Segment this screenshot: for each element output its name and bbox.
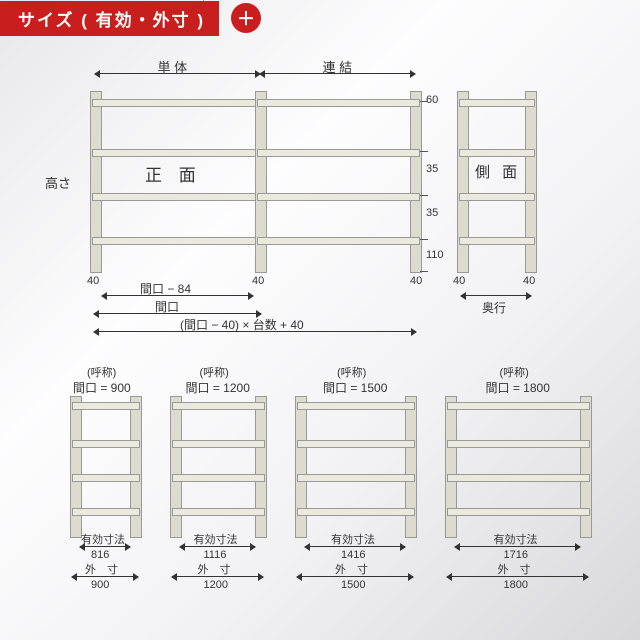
variant-nominal: (呼称)	[337, 364, 366, 380]
rack-shelf	[447, 474, 590, 482]
label-eff: 有効寸法	[331, 531, 375, 547]
label-eff: 有効寸法	[494, 531, 538, 547]
rack-post	[70, 396, 82, 538]
gap-mid1: 35	[426, 163, 438, 175]
label-out: 外 寸	[85, 561, 118, 577]
diagram-canvas: 単 体 連 結高さ 正 面 60 35 35 110 40 40 40 間口 − 84間口(間口 −…	[0, 36, 640, 640]
rack-shelf	[72, 440, 140, 448]
val-eff: 1716	[504, 549, 528, 561]
rack-shelf	[459, 193, 535, 201]
post-w: 40	[252, 275, 264, 287]
val-out: 1200	[204, 579, 228, 591]
rack-shelf	[172, 508, 265, 516]
gap-mid2: 35	[426, 207, 438, 219]
val-eff: 816	[91, 549, 109, 561]
rack-shelf	[297, 440, 415, 448]
rack-post	[255, 91, 267, 273]
header: サイズ ( 有効・外寸 ) ＋	[0, 0, 640, 36]
rack-shelf	[172, 402, 265, 410]
label-out: 外 寸	[198, 561, 231, 577]
label-eff: 有効寸法	[81, 531, 125, 547]
variant-nominal: (呼称)	[87, 364, 116, 380]
rack-shelf	[172, 440, 265, 448]
variant-mouth: 間口 = 1200	[186, 379, 250, 396]
variant-mouth: 間口 = 1500	[323, 379, 387, 396]
rack-shelf	[92, 237, 265, 245]
gap-bottom: 110	[426, 249, 444, 261]
rack-shelf	[72, 508, 140, 516]
rack-shelf	[92, 99, 265, 107]
val-eff: 1416	[341, 549, 365, 561]
side-post-l: 40	[453, 275, 465, 287]
rack-post	[457, 91, 469, 273]
rack-shelf	[257, 237, 420, 245]
label-formula: (間口 − 40) × 台数 + 40	[180, 316, 304, 333]
rack-post	[525, 91, 537, 273]
label-mouth: 間口	[155, 298, 179, 315]
label-depth: 奥行	[482, 299, 506, 316]
val-out: 1800	[504, 579, 528, 591]
rack-shelf	[297, 402, 415, 410]
rack-shelf	[92, 149, 265, 157]
label-height: 高さ	[45, 173, 71, 192]
rack-shelf	[459, 237, 535, 245]
rack-shelf	[297, 508, 415, 516]
rack-shelf	[257, 99, 420, 107]
rack-post	[130, 396, 142, 538]
plus-icon: ＋	[231, 3, 261, 33]
rack-shelf	[257, 149, 420, 157]
rack-post	[90, 91, 102, 273]
label-mouth-84: 間口 − 84	[140, 280, 191, 297]
gap-top: 60	[426, 94, 438, 106]
val-out: 900	[91, 579, 109, 591]
rack-shelf	[172, 474, 265, 482]
post-w: 40	[410, 275, 422, 287]
rack-shelf	[459, 149, 535, 157]
rack-shelf	[257, 193, 420, 201]
rack-shelf	[447, 440, 590, 448]
label-joined: 連 結	[323, 57, 353, 76]
rack-shelf	[447, 508, 590, 516]
rack-shelf	[459, 99, 535, 107]
post-w: 40	[87, 275, 99, 287]
rack-post	[445, 396, 457, 538]
variant-mouth: 間口 = 900	[73, 379, 131, 396]
label-single: 単 体	[158, 57, 188, 76]
label-eff: 有効寸法	[194, 531, 238, 547]
rack-shelf	[72, 402, 140, 410]
header-title: サイズ ( 有効・外寸 )	[0, 1, 219, 36]
rack-post	[170, 396, 182, 538]
rack-shelf	[447, 402, 590, 410]
rack-shelf	[72, 474, 140, 482]
rack-post	[405, 396, 417, 538]
header-tail-icon	[203, 0, 219, 36]
label-front: 正 面	[145, 161, 202, 186]
rack-shelf	[92, 193, 265, 201]
val-eff: 1116	[204, 549, 227, 561]
side-post-r: 40	[523, 275, 535, 287]
rack-post	[410, 91, 422, 273]
variant-mouth: 間口 = 1800	[486, 379, 550, 396]
rack-shelf	[297, 474, 415, 482]
rack-post	[580, 396, 592, 538]
variant-nominal: (呼称)	[200, 364, 229, 380]
rack-post	[295, 396, 307, 538]
label-out: 外 寸	[498, 561, 531, 577]
dim-depth	[461, 295, 531, 296]
label-out: 外 寸	[335, 561, 368, 577]
val-out: 1500	[341, 579, 365, 591]
variant-nominal: (呼称)	[500, 364, 529, 380]
label-side: 側 面	[475, 161, 521, 182]
rack-post	[255, 396, 267, 538]
